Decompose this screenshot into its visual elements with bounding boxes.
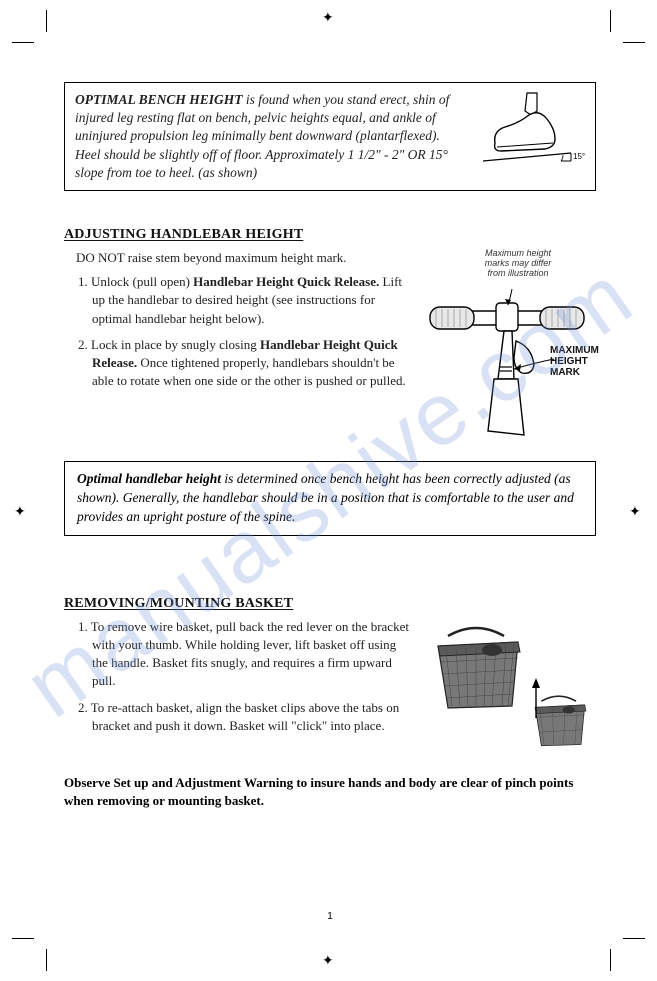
- basket-section: REMOVING/MOUNTING BASKET 1. To remove wi…: [64, 596, 596, 810]
- basket-step-2: 2. To re-attach basket, align the basket…: [92, 699, 410, 735]
- page-number: 1: [327, 911, 333, 922]
- registration-mark: ✦: [629, 506, 643, 520]
- crop-mark: [12, 938, 34, 939]
- basket-illustration: [420, 618, 596, 768]
- handlebar-max-label: MAXIMUM HEIGHT MARK: [550, 345, 599, 378]
- handlebar-caption: Maximum height marks may differ from ill…: [468, 249, 568, 279]
- bench-height-text: OPTIMAL BENCH HEIGHT is found when you s…: [75, 91, 467, 182]
- handlebar-body: DO NOT raise stem beyond maximum height …: [64, 249, 414, 398]
- registration-mark: ✦: [322, 12, 336, 26]
- crop-mark: [623, 938, 645, 939]
- crop-mark: [610, 949, 611, 971]
- handlebar-illustration: Maximum height marks may differ from ill…: [424, 249, 596, 439]
- angle-label: 15°: [573, 152, 585, 161]
- handlebar-height-lead: Optimal handlebar height: [77, 471, 221, 486]
- crop-mark: [623, 42, 645, 43]
- handlebar-section: ADJUSTING HANDLEBAR HEIGHT DO NOT raise …: [64, 227, 596, 439]
- handlebar-step-1: 1. Unlock (pull open) Handlebar Height Q…: [92, 273, 414, 328]
- basket-step-1: 1. To remove wire basket, pull back the …: [92, 618, 410, 691]
- basket-body: 1. To remove wire basket, pull back the …: [64, 618, 410, 743]
- basket-heading: REMOVING/MOUNTING BASKET: [64, 596, 596, 612]
- registration-mark: ✦: [322, 955, 336, 969]
- handlebar-steps: 1. Unlock (pull open) Handlebar Height Q…: [92, 273, 414, 390]
- crop-mark: [46, 10, 47, 32]
- basket-warning: Observe Set up and Adjustment Warning to…: [64, 774, 596, 810]
- handlebar-warn: DO NOT raise stem beyond maximum height …: [76, 249, 414, 267]
- bench-height-box: OPTIMAL BENCH HEIGHT is found when you s…: [64, 82, 596, 191]
- crop-mark: [610, 10, 611, 32]
- crop-mark: [46, 949, 47, 971]
- shoe-illustration: 15°: [475, 91, 585, 169]
- registration-mark: ✦: [14, 506, 28, 520]
- crop-mark: [12, 42, 34, 43]
- handlebar-step-2: 2. Lock in place by snugly closing Handl…: [92, 336, 414, 391]
- bench-height-lead: OPTIMAL BENCH HEIGHT: [75, 92, 243, 107]
- handlebar-heading: ADJUSTING HANDLEBAR HEIGHT: [64, 227, 596, 243]
- page-content: OPTIMAL BENCH HEIGHT is found when you s…: [64, 56, 596, 926]
- basket-steps: 1. To remove wire basket, pull back the …: [92, 618, 410, 735]
- handlebar-height-box: Optimal handlebar height is determined o…: [64, 461, 596, 536]
